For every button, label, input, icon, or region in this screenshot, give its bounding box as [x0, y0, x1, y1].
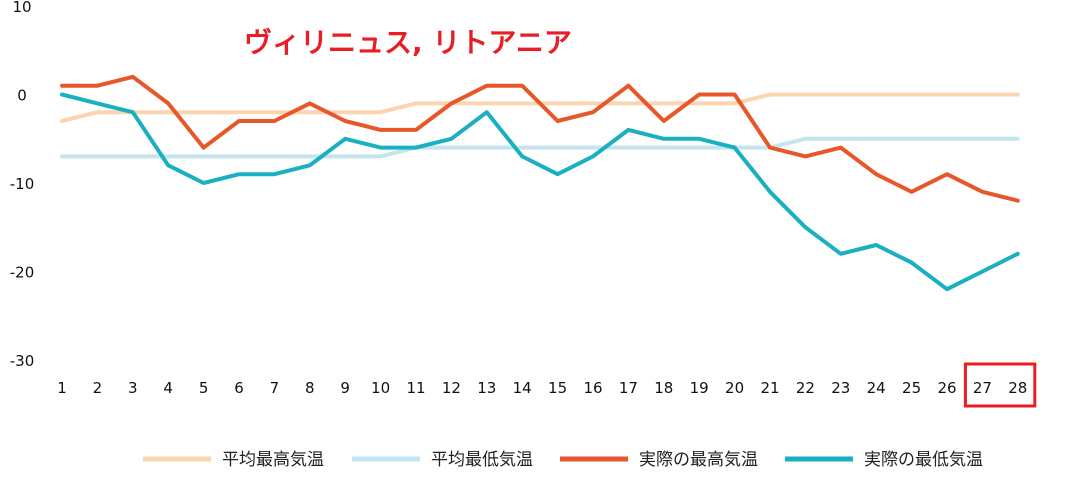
chart-title: ヴィリニュス, リトアニア: [244, 26, 572, 59]
x-tick-label: 28: [1008, 379, 1027, 397]
x-tick-label: 3: [128, 379, 138, 397]
x-tick-label: 20: [725, 379, 744, 397]
x-tick-label: 15: [548, 379, 567, 397]
y-axis-ticks: 10 0 -10 -20 -30: [10, 0, 35, 370]
highlight-box: [963, 362, 1037, 408]
x-tick-label: 5: [199, 379, 209, 397]
x-tick-label: 4: [163, 379, 173, 397]
x-tick-label: 7: [270, 379, 280, 397]
y-tick-label: -20: [10, 264, 35, 282]
x-tick-label: 8: [305, 379, 315, 397]
series-line-2: [60, 136, 1020, 159]
x-tick-label: 22: [796, 379, 815, 397]
x-tick-label: 10: [371, 379, 390, 397]
series-line-3: [60, 74, 1020, 203]
x-tick-label: 12: [442, 379, 461, 397]
legend: 平均最高気温 平均最低気温 実際の最高気温 実際の最低気温: [143, 450, 983, 470]
x-tick-label: 26: [937, 379, 956, 397]
x-tick-label: 21: [760, 379, 779, 397]
x-tick-label: 23: [831, 379, 850, 397]
y-tick-label: 10: [12, 0, 31, 16]
series-line-1: [60, 92, 1020, 123]
series-line-4: [60, 92, 1020, 292]
x-tick-label: 19: [690, 379, 709, 397]
legend-label: 実際の最高気温: [639, 450, 758, 470]
y-tick-label: -10: [10, 175, 35, 193]
x-tick-label: 2: [93, 379, 103, 397]
x-tick-label: 11: [406, 379, 425, 397]
x-tick-label: 25: [902, 379, 921, 397]
legend-label: 実際の最低気温: [864, 450, 983, 470]
x-tick-label: 9: [340, 379, 350, 397]
x-tick-label: 24: [867, 379, 886, 397]
x-tick-label: 6: [234, 379, 244, 397]
x-tick-label: 14: [513, 379, 532, 397]
x-axis-ticks: 1 2 3 4 5 6 7 8 9 10 11 12 13 14 15 16 17 18 19 20 21 22 23 24 2…: [57, 379, 1027, 397]
y-tick-label: -30: [10, 352, 35, 370]
x-tick-label: 18: [654, 379, 673, 397]
y-tick-label: 0: [17, 87, 27, 105]
legend-label: 平均最低気温: [431, 450, 533, 470]
x-tick-label: 1: [57, 379, 67, 397]
x-tick-label: 27: [973, 379, 992, 397]
x-tick-label: 17: [619, 379, 638, 397]
legend-label: 平均最高気温: [222, 450, 324, 470]
series-lines: [60, 74, 1020, 292]
x-tick-label: 13: [477, 379, 496, 397]
x-tick-label: 16: [583, 379, 602, 397]
